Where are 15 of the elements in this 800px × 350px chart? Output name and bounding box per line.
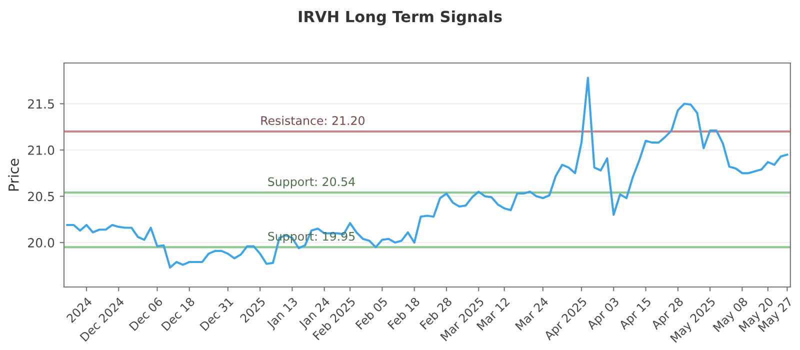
x-tick-label: Feb 18 — [387, 296, 420, 330]
y-axis-title: Price — [8, 158, 19, 191]
chart-title: IRVH Long Term Signals — [298, 10, 502, 26]
x-tick-label: Dec 18 — [160, 296, 196, 332]
x-tick-label: Mar 24 — [514, 296, 549, 331]
x-tick-label: Dec 31 — [199, 296, 234, 332]
y-tick-label: 21.5 — [28, 99, 54, 109]
ref-line-label: Support: 20.54 — [268, 177, 355, 188]
y-tick-label: 21.0 — [28, 145, 54, 155]
ref-line-label: Resistance: 21.20 — [261, 116, 364, 126]
line-series — [66, 76, 788, 269]
x-tick-label: Jan 13 — [266, 296, 300, 331]
y-tick-label: 20.5 — [28, 192, 54, 202]
y-tick-label: 20.0 — [28, 238, 54, 248]
x-tick-label: Feb 05 — [354, 296, 388, 330]
